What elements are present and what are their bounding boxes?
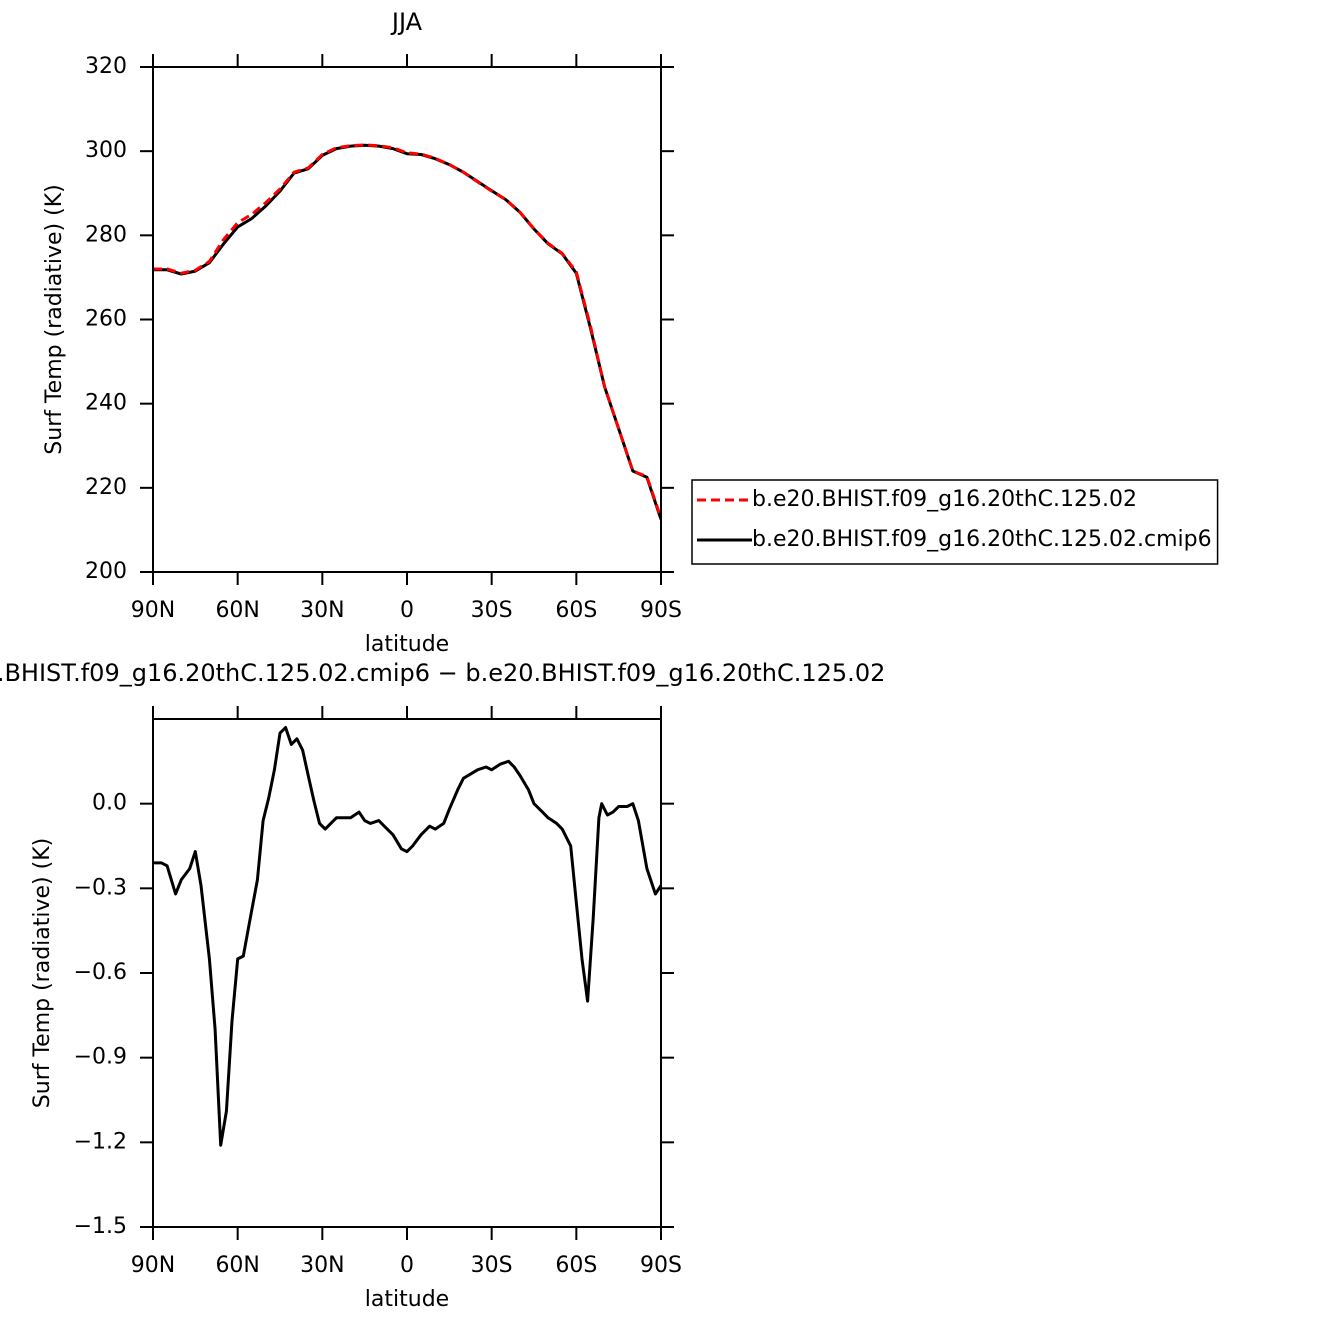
x-tick-label: 90N (131, 598, 175, 623)
y-tick-label: 220 (85, 475, 127, 500)
x-tick-label: 30N (300, 598, 344, 623)
y-tick-label: −0.6 (74, 960, 127, 985)
x-tick-label: 30S (471, 1253, 513, 1278)
x-tick-label: 60S (555, 598, 597, 623)
y-tick-label: 280 (85, 222, 127, 247)
y-tick-label: 300 (85, 138, 127, 163)
series-line (153, 143, 661, 520)
x-tick-label: 30S (471, 598, 513, 623)
legend: b.e20.BHIST.f09_g16.20thC.125.02 b.e20.BH… (691, 479, 1219, 565)
x-tick-label: 90N (131, 1253, 175, 1278)
legend-label: b.e20.BHIST.f09_g16.20thC.125.02.cmip6 (752, 527, 1212, 552)
x-axis-label: latitude (365, 632, 449, 657)
legend-label: b.e20.BHIST.f09_g16.20thC.125.02 (752, 487, 1137, 512)
x-tick-label: 90S (640, 598, 682, 623)
y-tick-label: 0.0 (92, 791, 127, 816)
x-tick-label: 60N (215, 1253, 259, 1278)
x-tick-label: 60N (215, 598, 259, 623)
y-tick-label: 240 (85, 391, 127, 416)
y-tick-label: −1.5 (74, 1214, 127, 1239)
plot-frame (152, 66, 662, 573)
x-tick-label: 0 (400, 598, 414, 623)
chart-title: b.e20.BHIST.f09_g16.20thC.125.02.cmip6 −… (0, 659, 885, 687)
y-axis-label: Surf Temp (radiative) (K) (30, 838, 55, 1108)
series-line (153, 726, 661, 1147)
x-tick-label: 0 (400, 1253, 414, 1278)
legend-box (691, 479, 1219, 565)
x-tick-label: 30N (300, 1253, 344, 1278)
y-tick-label: 260 (85, 307, 127, 332)
y-tick-label: 200 (85, 559, 127, 584)
x-axis-label: latitude (365, 1287, 449, 1312)
y-tick-label: −1.2 (74, 1129, 127, 1154)
x-tick-label: 60S (555, 1253, 597, 1278)
x-tick-label: 90S (640, 1253, 682, 1278)
y-tick-label: 320 (85, 54, 127, 79)
series-line (153, 143, 661, 519)
y-tick-label: −0.3 (74, 875, 127, 900)
y-tick-label: −0.9 (74, 1045, 127, 1070)
chart-title: JJA (390, 8, 423, 36)
y-axis-label: Surf Temp (radiative) (K) (42, 184, 67, 454)
plot-frame (152, 718, 662, 1228)
